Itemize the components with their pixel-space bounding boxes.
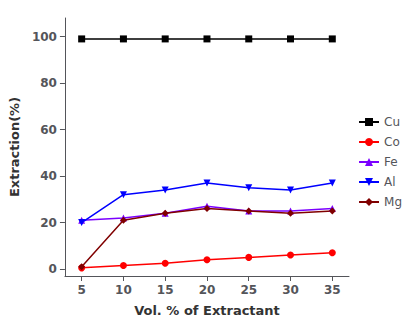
svg-text:Vol. % of Extractant: Vol. % of Extractant [134, 303, 280, 318]
svg-text:10: 10 [115, 283, 132, 297]
svg-text:Mg: Mg [384, 195, 402, 209]
svg-text:100: 100 [32, 30, 57, 44]
svg-text:60: 60 [40, 123, 57, 137]
svg-text:5: 5 [77, 283, 85, 297]
svg-text:35: 35 [324, 283, 341, 297]
svg-text:40: 40 [40, 169, 57, 183]
svg-text:30: 30 [282, 283, 299, 297]
svg-text:20: 20 [199, 283, 216, 297]
svg-text:Co: Co [384, 135, 400, 149]
svg-text:20: 20 [40, 216, 57, 230]
svg-text:25: 25 [240, 283, 257, 297]
svg-text:0: 0 [49, 262, 57, 276]
svg-text:Extraction(%): Extraction(%) [7, 97, 22, 197]
svg-text:15: 15 [157, 283, 174, 297]
svg-text:Cu: Cu [384, 115, 400, 129]
svg-text:Al: Al [384, 175, 396, 189]
svg-text:80: 80 [40, 76, 57, 90]
svg-text:Fe: Fe [384, 155, 398, 169]
